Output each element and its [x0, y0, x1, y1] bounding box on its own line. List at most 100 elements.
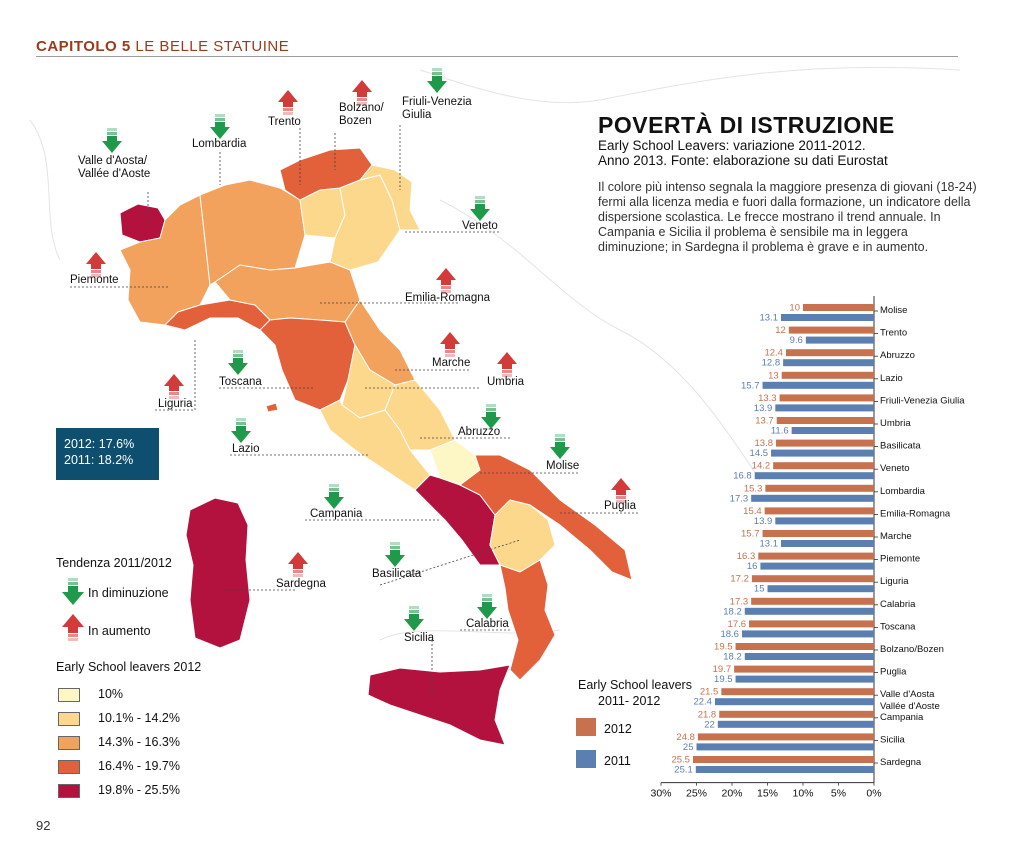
map-label-trento: Trento [268, 116, 301, 128]
bar-2012-0 [803, 304, 874, 311]
value-label-2012-15: 19.5 [714, 642, 733, 653]
bar-2011-3 [762, 381, 874, 389]
category-label-9: Emilia-Romagna [880, 508, 951, 519]
bar-2011-9 [775, 517, 874, 525]
value-label-2012-5: 13.7 [755, 416, 774, 427]
subtitle-line-1: Early School Leavers: variazione 2011-20… [598, 138, 866, 153]
bar-2012-5 [776, 417, 874, 424]
arrow-up-icon-liguria [164, 374, 184, 399]
map-legend-title: Early School leavers 2012 [56, 660, 202, 674]
arrow-up-icon-piemonte [86, 252, 106, 277]
bar-2012-13 [751, 597, 874, 605]
map-label-molise: Molise [546, 460, 580, 472]
bar-2011-5 [791, 427, 874, 434]
category-label-10: Marche [880, 531, 912, 542]
region-basilicata [489, 499, 556, 573]
legend-label-2011: 2011 [604, 754, 631, 768]
map-label-veneto: Veneto [462, 220, 498, 232]
bar-2012-16 [734, 665, 874, 673]
arrow-down-icon-calabria [477, 594, 497, 619]
bar-2011-19 [696, 743, 874, 751]
national-average-box: 2012: 17.6% 2011: 18.2% [56, 428, 159, 480]
category-label-1: Trento [880, 328, 907, 339]
region-toscana [259, 317, 356, 411]
map-label-toscana: Toscana [219, 376, 262, 388]
chapter-title: LE BELLE STATUINE [135, 38, 290, 55]
bar-2011-8 [751, 494, 874, 502]
category-label-20: Sardegna [880, 757, 922, 768]
map-label-campania: Campania [310, 508, 363, 520]
value-label-2011-12: 15 [754, 584, 765, 595]
value-label-2012-11: 16.3 [737, 551, 756, 562]
value-label-2012-1: 12 [775, 325, 786, 336]
arrow-up-icon-puglia [611, 478, 631, 503]
bar-2012-17 [721, 688, 874, 696]
legend-label-2012: 2012 [604, 722, 632, 736]
bar-2012-8 [765, 484, 874, 492]
x-tick-label-4: 10% [792, 788, 813, 800]
region-friuli [358, 164, 421, 231]
map-label-lombardia: Lombardia [192, 138, 247, 150]
value-label-2011-18: 22 [704, 719, 715, 730]
legend-label-0: 10% [98, 687, 124, 701]
category-label-2: Abruzzo [880, 350, 915, 361]
bar-2011-17 [714, 698, 874, 706]
bar-2012-10 [762, 530, 874, 537]
value-label-2012-19: 24.8 [676, 732, 695, 743]
bar-2011-0 [780, 314, 874, 321]
map-label-emilia: Emilia-Romagna [405, 292, 491, 304]
value-label-2011-11: 16 [747, 561, 758, 572]
bar-2011-20 [695, 766, 874, 773]
value-label-2012-7: 14.2 [752, 461, 771, 472]
value-label-2011-6: 14.5 [750, 448, 769, 459]
bar-2012-3 [781, 371, 874, 379]
arrow-down-icon-toscana [228, 350, 248, 375]
map-label-lazio: Lazio [232, 443, 260, 455]
page-title: POVERTÀ DI ISTRUZIONE [598, 112, 895, 138]
bar-2011-18 [717, 720, 874, 728]
value-label-2011-15: 18.2 [723, 652, 742, 663]
value-label-2012-14: 17.6 [728, 619, 747, 630]
bar-2012-15 [735, 643, 874, 650]
region-valle-daosta [119, 203, 166, 243]
value-label-2011-5: 11.6 [771, 426, 789, 437]
value-label-2012-12: 17.2 [730, 574, 749, 585]
italy-regions [119, 147, 633, 746]
bar-2012-20 [692, 756, 874, 763]
map-label-liguria: Liguria [158, 398, 193, 410]
arrow-up-icon-umbria [497, 352, 517, 377]
value-label-2011-17: 22.4 [693, 697, 712, 708]
bar-legend-title-1: Early School leavers [578, 678, 692, 692]
category-label-3: Lazio [880, 373, 903, 384]
x-tick-label-1: 25% [686, 788, 707, 800]
arrow-down-icon-campania [324, 484, 344, 509]
value-label-2012-8: 15.3 [744, 483, 763, 494]
value-label-2011-16: 19.5 [714, 674, 733, 685]
island-elba [265, 402, 279, 413]
map-label-marche: Marche [432, 357, 471, 369]
arrow-up-icon-bolzano [352, 80, 372, 105]
arrow-down-icon [62, 578, 84, 605]
value-label-2011-2: 12.8 [762, 358, 781, 369]
value-label-2012-0: 10 [789, 303, 800, 314]
bar-2012-1 [788, 326, 874, 334]
trend-legend-title: Tendenza 2011/2012 [56, 556, 172, 570]
bar-2011-13 [744, 607, 874, 615]
bar-2011-7 [754, 472, 874, 480]
arrow-up-icon-emilia [436, 268, 456, 293]
x-tick-label-6: 0% [866, 788, 881, 800]
value-label-2011-1: 9.6 [790, 335, 803, 346]
value-label-2011-13: 18.2 [723, 606, 742, 617]
legend-swatch-2011 [576, 750, 596, 768]
category-label-11: Piemonte [880, 554, 920, 565]
arrow-down-icon-sicilia [404, 606, 424, 631]
arrow-up-icon [62, 614, 84, 641]
map-label-friuli: Friuli-Venezia Giulia [402, 96, 472, 121]
x-tick-label-2: 20% [721, 788, 742, 800]
bar-2012-2 [785, 349, 874, 357]
value-label-2012-10: 15.7 [741, 529, 760, 540]
trend-down-label: In diminuzione [88, 586, 169, 600]
x-tick-label-0: 30% [650, 788, 671, 800]
value-label-2011-4: 13.9 [754, 403, 773, 414]
category-label-0: Molise [880, 305, 907, 316]
